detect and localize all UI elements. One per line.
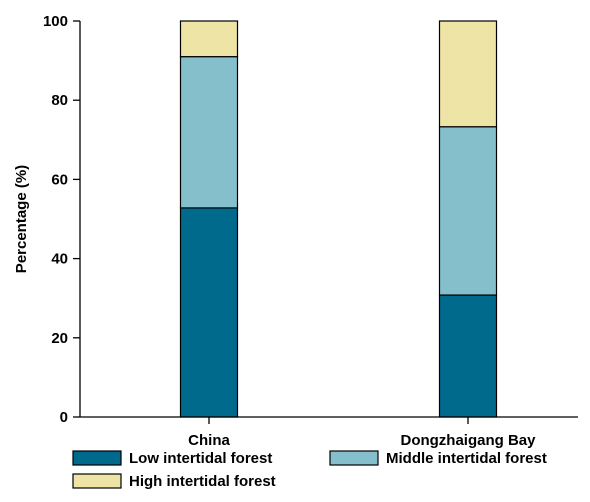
- x-tick-label: China: [188, 432, 230, 449]
- legend-swatch-middle: [329, 450, 379, 466]
- bar-china-high: [179, 20, 239, 58]
- bars-layer: [179, 20, 498, 418]
- legend-label-middle: Middle intertidal forest: [386, 450, 547, 467]
- x-ticks-layer: China Dongzhaigang Bay: [188, 417, 536, 449]
- y-axis-title: Percentage (%): [13, 165, 30, 273]
- y-tick-label: 0: [60, 409, 68, 426]
- y-tick-label: 60: [51, 171, 68, 188]
- bar-china-low: [179, 207, 239, 418]
- legend-label-high: High intertidal forest: [129, 473, 276, 490]
- bar-dongzhaigang-bay-high: [438, 20, 498, 128]
- axes-layer: [79, 21, 578, 418]
- bar-china-middle: [179, 56, 239, 209]
- y-tick-label: 20: [51, 330, 68, 347]
- y-tick-label: 40: [51, 251, 68, 268]
- legend: Low intertidal forest Middle intertidal f…: [72, 450, 547, 490]
- y-tick-label: 80: [51, 92, 68, 109]
- bar-dongzhaigang-bay-low: [438, 294, 498, 418]
- x-tick-label: Dongzhaigang Bay: [400, 432, 536, 449]
- bar-dongzhaigang-bay-middle: [438, 126, 498, 296]
- y-tick-label: 100: [43, 13, 68, 30]
- y-ticks-layer: 0 20 40 60 80 100: [43, 13, 80, 426]
- legend-label-low: Low intertidal forest: [129, 450, 272, 467]
- legend-swatch-high: [72, 473, 122, 489]
- legend-swatch-low: [72, 450, 122, 466]
